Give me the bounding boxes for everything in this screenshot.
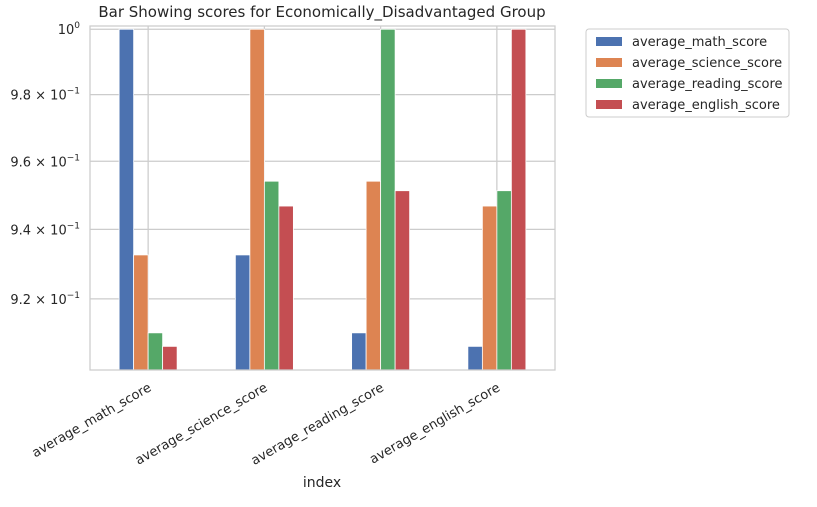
y-tick-exponent: −1 — [67, 291, 80, 301]
bar-average_english_score-average_reading_score — [394, 190, 411, 371]
y-tick-exponent: 0 — [74, 21, 80, 31]
bar-average_reading_score-average_science_score — [263, 180, 280, 371]
bar-average_english_score-average_math_score — [162, 345, 178, 371]
legend-swatch — [596, 79, 622, 88]
x-tick-label: average_math_score — [30, 380, 155, 461]
y-tick-exponent: −1 — [67, 87, 80, 97]
chart-title: Bar Showing scores for Economically_Disa… — [98, 3, 545, 22]
bar-average_science_score-average_reading_score — [365, 180, 382, 371]
y-tick-base: 9.6 × 10 — [10, 155, 66, 170]
bar-average_science_score-average_english_score — [481, 205, 498, 371]
y-tick-labels: 9.2 × 10−19.4 × 10−19.6 × 10−19.8 × 10−1… — [10, 21, 80, 308]
y-tick-label: 9.8 × 10−1 — [10, 87, 80, 104]
y-tick-exponent: −1 — [67, 153, 80, 163]
legend-entry-label: average_reading_score — [632, 77, 783, 92]
legend-swatch — [596, 37, 622, 46]
x-tick-labels: average_math_scoreaverage_science_scorea… — [30, 380, 503, 468]
legend-entry-label: average_science_score — [632, 56, 782, 71]
bar-average_reading_score-average_math_score — [147, 332, 164, 371]
y-tick-base: 9.8 × 10 — [10, 89, 66, 104]
bar-average_math_score-average_science_score — [234, 254, 251, 371]
y-tick-base: 9.4 × 10 — [10, 223, 66, 238]
bar-average_science_score-average_math_score — [133, 254, 149, 371]
legend-swatch — [596, 100, 622, 109]
legend-swatch — [596, 58, 622, 67]
y-tick-base: 10 — [58, 23, 75, 38]
legend-entry-label: average_english_score — [632, 98, 780, 113]
bar-average_reading_score-average_reading_score — [380, 28, 396, 371]
legend-entry-label: average_math_score — [632, 35, 767, 50]
x-tick-label: average_english_score — [367, 380, 503, 467]
bar-average_math_score-average_english_score — [467, 345, 483, 371]
bar-average_math_score-average_reading_score — [351, 332, 367, 371]
bar-average_english_score-average_science_score — [278, 205, 294, 371]
plot-frame — [89, 25, 556, 371]
y-tick-label: 9.4 × 10−1 — [10, 221, 80, 238]
bar-average_math_score-average_math_score — [118, 28, 135, 371]
x-axis-label: index — [303, 475, 341, 491]
bar-average_english_score-average_english_score — [510, 28, 527, 371]
bars-layer — [118, 28, 527, 371]
legend: average_math_score average_science_scorea… — [585, 28, 790, 118]
y-tick-label: 9.2 × 10−1 — [10, 291, 80, 308]
y-tick-base: 9.2 × 10 — [10, 293, 66, 308]
bar-average_reading_score-average_english_score — [496, 190, 512, 371]
legend-box — [585, 28, 790, 118]
y-tick-label: 9.6 × 10−1 — [10, 153, 80, 170]
bar-average_science_score-average_science_score — [249, 28, 265, 371]
y-tick-exponent: −1 — [67, 221, 80, 231]
y-tick-label: 100 — [58, 21, 81, 38]
